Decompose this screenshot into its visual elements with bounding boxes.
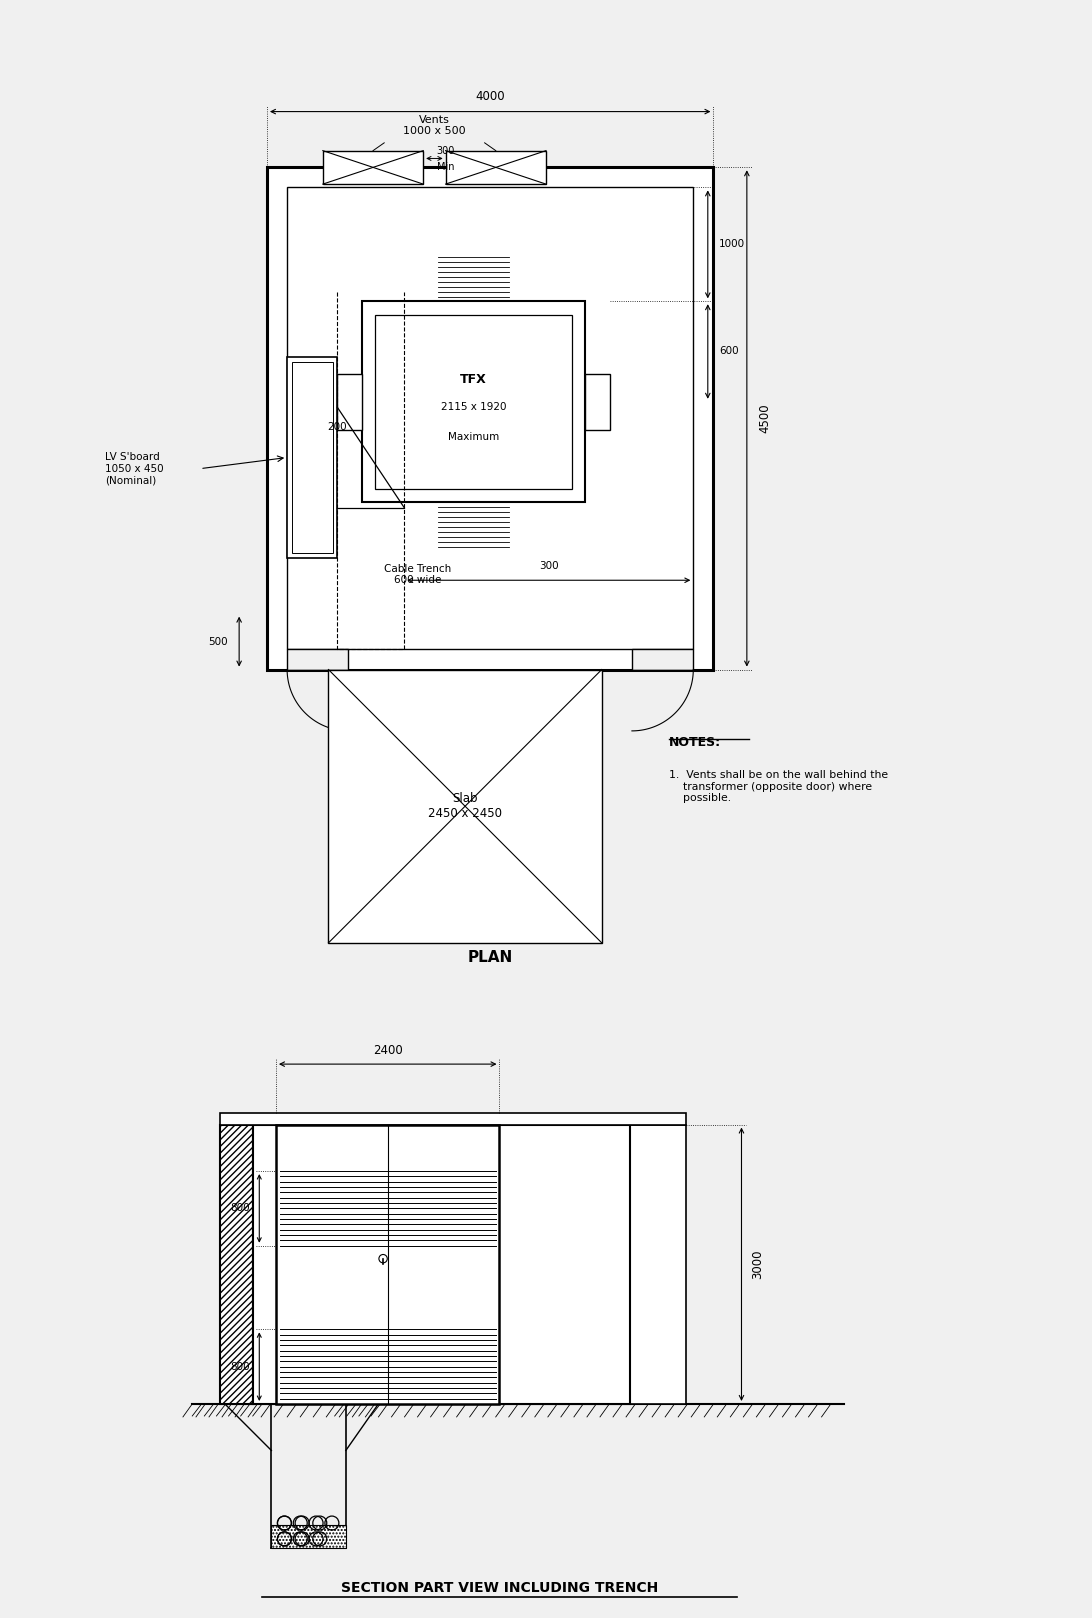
- Bar: [630, 1120, 654, 1137]
- Bar: [323, 150, 424, 184]
- Bar: [446, 150, 546, 184]
- Bar: [630, 1283, 654, 1301]
- Bar: [292, 361, 333, 553]
- Text: 600: 600: [719, 346, 738, 356]
- Bar: [644, 1385, 668, 1404]
- Bar: [630, 1201, 654, 1220]
- Bar: [644, 1222, 668, 1239]
- Text: 500: 500: [209, 636, 228, 647]
- Bar: [630, 1160, 654, 1178]
- Text: 2400: 2400: [372, 1044, 403, 1057]
- Text: 1.  Vents shall be on the wall behind the
    transformer (opposite door) where
: 1. Vents shall be on the wall behind the…: [668, 770, 888, 803]
- Text: PLAN: PLAN: [467, 950, 513, 964]
- Bar: [337, 374, 361, 430]
- Bar: [644, 1262, 668, 1281]
- Text: Min: Min: [437, 162, 454, 172]
- Bar: [630, 1243, 654, 1260]
- Bar: [656, 1283, 680, 1301]
- Text: 200: 200: [328, 422, 347, 432]
- Bar: [656, 1160, 680, 1178]
- Bar: [376, 314, 572, 489]
- Bar: [669, 1139, 685, 1158]
- Text: 300: 300: [539, 561, 559, 571]
- Bar: [669, 1222, 685, 1239]
- Bar: [644, 1181, 668, 1199]
- Bar: [287, 649, 348, 670]
- Bar: [669, 1262, 685, 1281]
- Text: 300: 300: [437, 146, 455, 157]
- Bar: [669, 1181, 685, 1199]
- Bar: [632, 649, 693, 670]
- Bar: [630, 1324, 654, 1343]
- Text: NOTES:: NOTES:: [668, 736, 721, 749]
- Text: 3000: 3000: [751, 1249, 763, 1278]
- Text: 2115 x 1920: 2115 x 1920: [441, 403, 507, 413]
- Bar: [644, 1345, 668, 1362]
- Bar: [268, 167, 713, 670]
- Bar: [669, 1304, 685, 1322]
- Bar: [272, 1524, 346, 1548]
- Bar: [276, 1125, 499, 1404]
- Text: 800: 800: [230, 1204, 250, 1214]
- Bar: [361, 301, 585, 502]
- Text: 4500: 4500: [758, 403, 771, 434]
- Bar: [252, 1125, 630, 1404]
- Bar: [329, 670, 602, 943]
- Bar: [644, 1139, 668, 1158]
- Bar: [630, 1125, 686, 1404]
- Bar: [287, 188, 693, 649]
- Text: LV S'board
1050 x 450
(Nominal): LV S'board 1050 x 450 (Nominal): [105, 451, 164, 485]
- Bar: [644, 1304, 668, 1322]
- Bar: [656, 1120, 680, 1137]
- Bar: [656, 1201, 680, 1220]
- Text: Cable Trench
600 wide: Cable Trench 600 wide: [384, 563, 451, 586]
- Bar: [630, 1366, 654, 1383]
- Text: 800: 800: [230, 1362, 250, 1372]
- Bar: [221, 1113, 686, 1125]
- Text: SECTION PART VIEW INCLUDING TRENCH: SECTION PART VIEW INCLUDING TRENCH: [341, 1581, 658, 1595]
- Bar: [669, 1345, 685, 1362]
- Bar: [287, 358, 337, 558]
- Text: Vents
1000 x 500: Vents 1000 x 500: [403, 115, 465, 136]
- Bar: [221, 1125, 252, 1404]
- Bar: [656, 1366, 680, 1383]
- Bar: [656, 1243, 680, 1260]
- Text: Maximum: Maximum: [448, 432, 499, 442]
- Bar: [656, 1324, 680, 1343]
- Text: 1000: 1000: [719, 239, 745, 249]
- Bar: [669, 1385, 685, 1404]
- Text: Slab
2450 x 2450: Slab 2450 x 2450: [428, 793, 502, 820]
- Text: 4000: 4000: [475, 89, 505, 102]
- Text: TFX: TFX: [460, 372, 487, 387]
- Bar: [585, 374, 609, 430]
